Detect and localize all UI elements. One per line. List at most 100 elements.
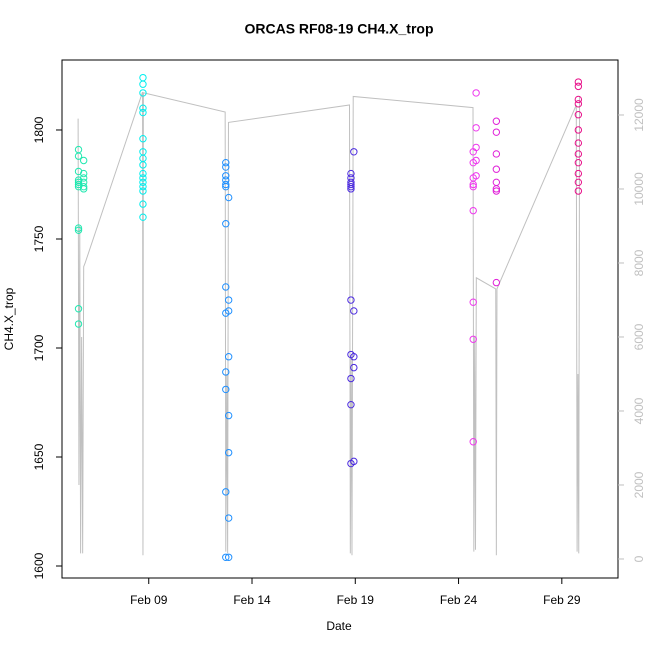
- y-tick-label: 1700: [32, 334, 46, 361]
- point: [469, 180, 477, 189]
- y-axis-label: CH4.X_trop: [2, 287, 16, 350]
- point: [139, 178, 147, 187]
- point: [492, 278, 501, 287]
- point: [492, 165, 501, 173]
- point: [492, 117, 501, 125]
- point: [79, 169, 88, 178]
- point: [347, 185, 355, 193]
- line: [77, 91, 581, 556]
- point: [222, 553, 230, 561]
- point: [79, 182, 88, 191]
- point: [74, 178, 83, 187]
- point: [574, 78, 583, 86]
- point: [347, 400, 355, 409]
- point: [224, 193, 233, 202]
- point: [74, 226, 83, 234]
- point: [350, 363, 358, 372]
- point: [222, 172, 230, 180]
- x-tick-label: Feb 14: [233, 593, 271, 607]
- point: [222, 368, 230, 376]
- point: [139, 182, 147, 191]
- y2-tick-label: 0: [632, 555, 646, 562]
- point: [574, 126, 583, 134]
- point: [492, 150, 501, 158]
- point: [350, 353, 358, 361]
- y2-tick-label: 8000: [632, 249, 646, 276]
- y-tick-label: 1600: [32, 552, 46, 579]
- point: [574, 150, 583, 158]
- point: [74, 305, 83, 313]
- point: [139, 161, 147, 169]
- y2-tick-label: 12000: [632, 98, 646, 132]
- point: [139, 213, 147, 221]
- point: [74, 152, 83, 160]
- point: [574, 139, 583, 147]
- x-tick-label: Feb 09: [130, 593, 168, 607]
- point: [222, 180, 230, 189]
- point: [139, 174, 147, 182]
- point: [347, 180, 355, 189]
- point: [224, 514, 233, 522]
- point: [472, 124, 480, 132]
- point: [224, 353, 233, 361]
- x-tick-label: Feb 29: [543, 593, 581, 607]
- point: [79, 174, 88, 182]
- point: [139, 200, 147, 208]
- point: [347, 169, 355, 178]
- point: [574, 158, 583, 167]
- point: [472, 143, 480, 152]
- point: [574, 111, 583, 119]
- point: [574, 82, 583, 91]
- point: [350, 307, 358, 315]
- point: [574, 187, 583, 195]
- point: [574, 95, 583, 104]
- point: [139, 135, 147, 143]
- point: [222, 182, 230, 191]
- point: [224, 553, 233, 561]
- point: [350, 457, 358, 466]
- point: [574, 169, 583, 178]
- plot-frame: [61, 59, 619, 579]
- y2-tick-label: 10000: [632, 172, 646, 206]
- point: [469, 182, 477, 191]
- point: [224, 307, 233, 315]
- chart-title: ORCAS RF08-19 CH4.X_trop: [244, 21, 433, 37]
- point: [139, 104, 147, 112]
- point: [469, 438, 477, 446]
- point: [472, 156, 480, 165]
- x-tick-label: Feb 24: [440, 593, 478, 607]
- y-tick-label: 1750: [32, 225, 46, 252]
- point: [79, 156, 88, 165]
- point: [469, 206, 477, 215]
- x-tick-label: Feb 19: [337, 593, 375, 607]
- point: [224, 448, 233, 457]
- point: [74, 320, 83, 328]
- point: [347, 296, 355, 304]
- point: [574, 178, 583, 187]
- y2-tick-label: 4000: [632, 397, 646, 424]
- point: [469, 335, 477, 343]
- point: [222, 163, 230, 171]
- point: [574, 100, 583, 108]
- point: [74, 224, 83, 232]
- point: [222, 488, 230, 496]
- point: [139, 169, 147, 178]
- point: [347, 182, 355, 191]
- point: [222, 220, 230, 228]
- point: [472, 89, 480, 97]
- y-tick-label: 1650: [32, 443, 46, 470]
- point: [222, 158, 230, 167]
- point: [79, 185, 88, 193]
- point: [469, 298, 477, 306]
- point: [224, 296, 233, 304]
- point: [139, 108, 147, 117]
- point: [492, 128, 501, 136]
- y2-tick-label: 2000: [632, 471, 646, 498]
- x-axis-label: Date: [326, 619, 352, 633]
- point: [222, 283, 230, 291]
- point: [139, 80, 147, 88]
- y-tick-label: 1800: [32, 116, 46, 143]
- point: [139, 187, 147, 195]
- point: [222, 385, 230, 394]
- point: [350, 148, 358, 156]
